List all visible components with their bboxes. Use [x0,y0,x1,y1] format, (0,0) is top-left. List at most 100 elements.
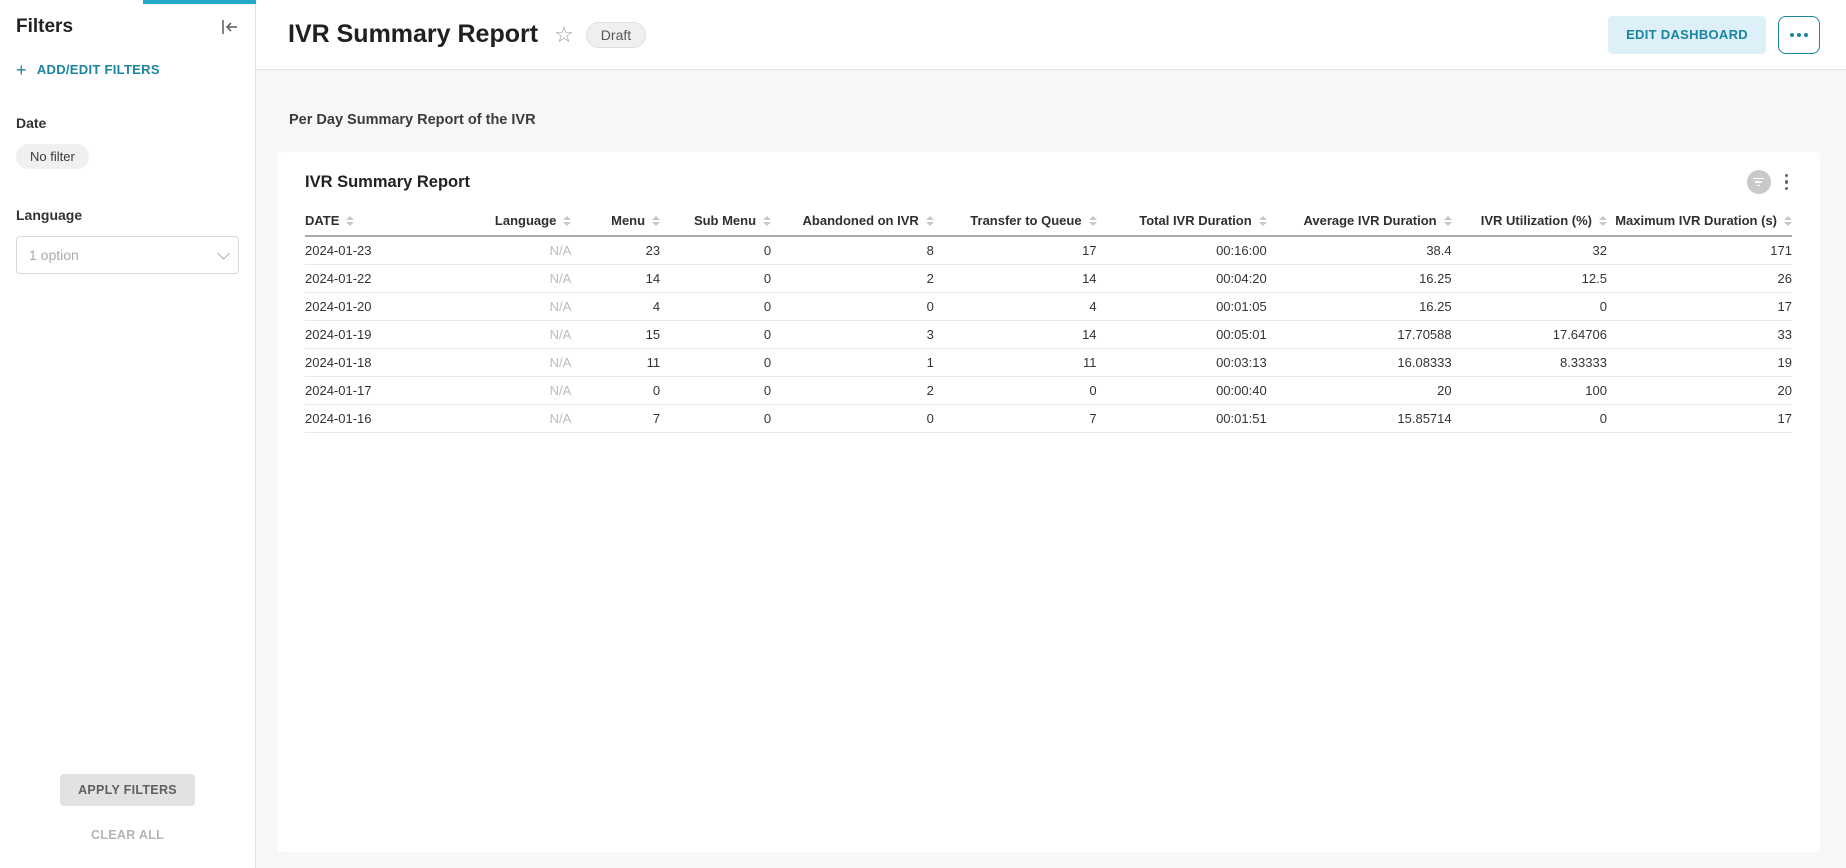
clear-all-button[interactable]: CLEAR ALL [90,828,165,842]
cell-abandoned-on-ivr: 3 [771,320,934,349]
cell-transfer-to-queue: 14 [933,320,1097,349]
sort-icon [1258,215,1267,226]
filter-label-date: Date [16,115,47,131]
more-options-button[interactable] [1778,15,1820,54]
table-row: 2024-01-19 N/A 15 0 3 14 00:05:01 17.70588 17.64… [305,320,1792,349]
cell-date: 2024-01-20 [305,292,446,321]
cell-menu: 4 [571,292,661,321]
cell-date: 2024-01-22 [305,264,446,293]
cell-abandoned-on-ivr: 2 [771,264,934,293]
cross-filter-icon[interactable] [1746,170,1771,194]
cell-menu: 7 [571,404,661,433]
column-label: Average IVR Duration [1303,213,1437,228]
table-row: 2024-01-16 N/A 7 0 0 7 00:01:51 15.85714 0 17 [305,404,1792,433]
column-label: Abandoned on IVR [802,213,919,228]
cell-ivr-utilization: 100 [1451,376,1607,405]
cell-sub-menu: 0 [660,320,772,349]
cell-abandoned-on-ivr: 1 [771,348,934,377]
chart-title: IVR Summary Report [305,172,471,191]
column-header-language[interactable]: Language [445,208,572,237]
page-title: IVR Summary Report [288,20,539,48]
ivr-summary-chart-card: IVR Summary Report DATE Language Menu Sub M… [277,152,1820,852]
edit-dashboard-button[interactable]: EDIT DASHBOARD [1608,15,1766,54]
table-row: 2024-01-23 N/A 23 0 8 17 00:16:00 38.4 32 171 [305,236,1792,265]
cell-menu: 14 [571,264,661,293]
cell-abandoned-on-ivr: 2 [771,376,934,405]
cell-language: N/A [445,376,572,405]
cell-date: 2024-01-19 [305,320,446,349]
column-header-ivr-utilization[interactable]: IVR Utilization (%) [1451,208,1607,237]
cell-average-ivr-duration: 17.70588 [1266,320,1452,349]
cell-transfer-to-queue: 7 [933,404,1097,433]
column-header-date[interactable]: DATE [305,208,446,237]
sort-icon [1784,215,1792,226]
cell-average-ivr-duration: 16.25 [1266,264,1452,293]
cell-transfer-to-queue: 11 [933,348,1097,377]
column-header-transfer-to-queue[interactable]: Transfer to Queue [933,208,1097,237]
column-label: Total IVR Duration [1139,213,1252,228]
cell-total-ivr-duration: 00:16:00 [1096,236,1267,265]
sort-icon [925,215,934,226]
cell-language: N/A [445,236,572,265]
cell-language: N/A [445,320,572,349]
chart-kebab-menu-icon[interactable] [1781,172,1793,193]
cell-menu: 11 [571,348,661,377]
dashboard-description: Per Day Summary Report of the IVR [289,112,536,128]
cell-sub-menu: 0 [660,264,772,293]
sort-icon [652,215,661,226]
cell-total-ivr-duration: 00:03:13 [1096,348,1267,377]
cell-menu: 23 [571,236,661,265]
cell-maximum-ivr-duration-s: 20 [1606,376,1792,405]
apply-filters-button[interactable]: APPLY FILTERS [60,774,195,806]
sort-icon [563,215,572,226]
add-edit-filters-button[interactable]: + ADD/EDIT FILTERS [16,59,239,80]
date-filter-value[interactable]: No filter [16,144,89,169]
cell-average-ivr-duration: 16.08333 [1266,348,1452,377]
cell-sub-menu: 0 [660,376,772,405]
table-row: 2024-01-18 N/A 11 0 1 11 00:03:13 16.08333 8.333… [305,348,1792,377]
column-header-total-ivr-duration[interactable]: Total IVR Duration [1096,208,1267,237]
language-filter-select[interactable]: 1 option [16,236,239,274]
cell-abandoned-on-ivr: 8 [771,236,934,265]
column-label: IVR Utilization (%) [1480,213,1592,228]
column-header-average-ivr-duration[interactable]: Average IVR Duration [1266,208,1452,237]
cell-language: N/A [445,348,572,377]
language-filter-value: 1 option [29,247,79,263]
sort-icon [763,215,772,226]
sort-icon [1443,215,1452,226]
table-row: 2024-01-22 N/A 14 0 2 14 00:04:20 16.25 12.5 26 [305,264,1792,293]
column-header-sub-menu[interactable]: Sub Menu [660,208,772,237]
cell-ivr-utilization: 8.33333 [1451,348,1607,377]
cell-maximum-ivr-duration-s: 26 [1606,264,1792,293]
column-label: Maximum IVR Duration (s) [1615,213,1777,228]
cell-ivr-utilization: 17.64706 [1451,320,1607,349]
chevron-down-icon [217,246,230,260]
cell-ivr-utilization: 12.5 [1451,264,1607,293]
plus-icon: + [16,59,27,80]
cell-total-ivr-duration: 00:04:20 [1096,264,1267,293]
cell-menu: 0 [571,376,661,405]
cell-average-ivr-duration: 38.4 [1266,236,1452,265]
column-header-abandoned-on-ivr[interactable]: Abandoned on IVR [771,208,934,237]
cell-transfer-to-queue: 17 [933,236,1097,265]
active-tab-indicator [143,0,256,4]
column-label: Sub Menu [693,213,757,228]
table-row: 2024-01-17 N/A 0 0 2 0 00:00:40 20 100 20 [305,376,1792,405]
cell-sub-menu: 0 [660,236,772,265]
cell-date: 2024-01-16 [305,404,446,433]
add-edit-filters-label: ADD/EDIT FILTERS [36,62,160,77]
column-header-menu[interactable]: Menu [571,208,661,237]
cell-language: N/A [445,292,572,321]
status-badge: Draft [585,21,647,48]
table-row: 2024-01-20 N/A 4 0 0 4 00:01:05 16.25 0 17 [305,292,1792,321]
cell-ivr-utilization: 32 [1451,236,1607,265]
dashboard-header: IVR Summary Report ☆ Draft EDIT DASHBOAR… [256,0,1846,70]
filter-label-language: Language [16,207,83,223]
main-area: IVR Summary Report ☆ Draft EDIT DASHBOAR… [256,0,1846,868]
cell-average-ivr-duration: 20 [1266,376,1452,405]
favorite-star-icon[interactable]: ☆ [554,21,574,47]
collapse-sidebar-icon[interactable] [219,18,239,36]
cell-total-ivr-duration: 00:05:01 [1096,320,1267,349]
column-header-maximum-ivr-duration-s[interactable]: Maximum IVR Duration (s) [1606,208,1792,237]
column-label: DATE [305,213,340,228]
